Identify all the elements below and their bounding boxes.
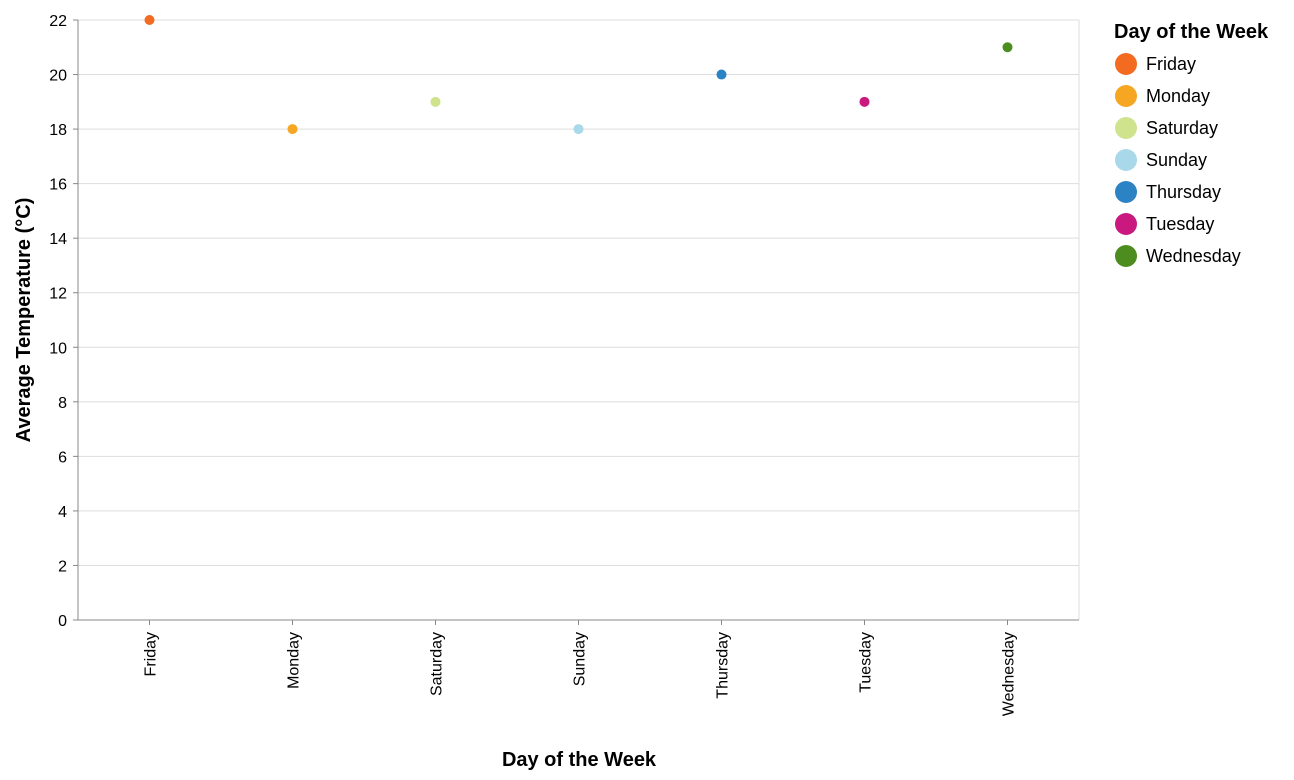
legend-swatch-wednesday [1115, 245, 1137, 267]
y-tick-label: 10 [49, 340, 67, 357]
y-tick-label: 8 [58, 395, 67, 412]
data-point-wednesday [1002, 42, 1013, 53]
y-tick-label: 16 [49, 177, 67, 194]
legend-swatch-thursday [1115, 181, 1137, 203]
legend-swatch-tuesday [1115, 213, 1137, 235]
x-tick-label: Thursday [715, 632, 732, 699]
x-tick-label: Wednesday [1001, 632, 1018, 716]
y-tick-label: 12 [49, 286, 67, 303]
legend-label-friday: Friday [1146, 54, 1196, 74]
legend-label-monday: Monday [1146, 86, 1210, 106]
y-axis: 0 2 4 6 8 10 12 14 16 18 20 22 [49, 13, 78, 630]
y-axis-title: Average Temperature (°C) [13, 198, 35, 443]
legend-label-thursday: Thursday [1146, 182, 1221, 202]
data-point-thursday [716, 69, 727, 80]
data-point-monday [287, 124, 298, 135]
gridlines [78, 19, 1079, 621]
x-tick-label: Tuesday [858, 632, 875, 693]
legend-swatch-monday [1115, 85, 1137, 107]
data-points [144, 15, 1013, 135]
y-tick-label: 22 [49, 13, 67, 30]
legend-label-sunday: Sunday [1146, 150, 1207, 170]
legend-swatch-friday [1115, 53, 1137, 75]
x-tick-label: Saturday [429, 632, 446, 696]
y-tick-label: 20 [49, 68, 67, 85]
legend-swatch-saturday [1115, 117, 1137, 139]
data-point-sunday [573, 124, 584, 135]
legend-label-tuesday: Tuesday [1146, 214, 1214, 234]
x-tick-label: Friday [143, 632, 160, 676]
y-tick-label: 18 [49, 122, 67, 139]
y-tick-label: 0 [58, 613, 67, 630]
y-tick-label: 4 [58, 504, 67, 521]
legend-title: Day of the Week [1114, 21, 1269, 43]
legend: Day of the Week Friday Monday Saturday Sund… [1114, 21, 1269, 267]
y-tick-label: 2 [58, 558, 67, 575]
x-tick-label: Sunday [572, 632, 589, 686]
plot-frame [77, 19, 1080, 621]
legend-label-wednesday: Wednesday [1146, 246, 1241, 266]
data-point-saturday [430, 96, 441, 107]
x-axis-title: Day of the Week [502, 749, 657, 771]
legend-label-saturday: Saturday [1146, 118, 1218, 138]
x-tick-label: Monday [286, 632, 303, 689]
legend-swatch-sunday [1115, 149, 1137, 171]
data-point-tuesday [859, 96, 870, 107]
y-tick-label: 6 [58, 449, 67, 466]
data-point-friday [144, 15, 155, 25]
x-axis: Friday Monday Saturday Sunday Thursday Tuesda… [143, 620, 1018, 716]
y-tick-label: 14 [49, 231, 67, 248]
